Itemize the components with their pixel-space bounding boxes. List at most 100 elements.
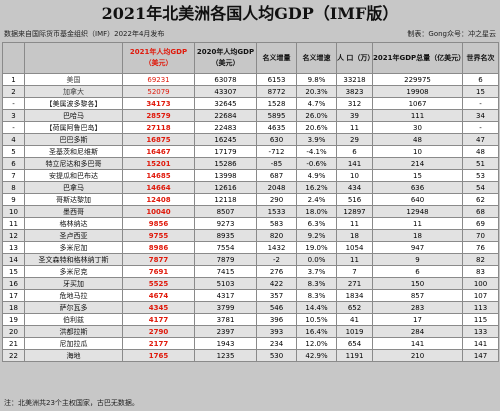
header-pc2021: 2021年人均GDP（美元） xyxy=(122,42,195,74)
header-pc2020: 2020年人均GDP（美元） xyxy=(194,42,257,74)
cell-rank: 20 xyxy=(2,325,25,338)
cell-pc2020: 7415 xyxy=(194,265,257,278)
table-row: 18 萨尔瓦多 4345 3799 546 14.4% 652 283 113 xyxy=(2,301,499,314)
cell-gdp2021: 210 xyxy=(372,349,463,362)
cell-world-rank: 107 xyxy=(462,289,499,302)
cell-pc2020: 7554 xyxy=(194,241,257,254)
cell-rank: 8 xyxy=(2,181,25,194)
cell-world-rank: 100 xyxy=(462,277,499,290)
cell-gdp2021: 30 xyxy=(372,121,463,134)
cell-population: 1834 xyxy=(336,289,373,302)
table-row: 7 安提瓜和巴布达 14685 13998 687 4.9% 10 15 53 xyxy=(2,169,499,182)
cell-nominal-growth: 18.0% xyxy=(296,205,337,218)
table-row: 15 多米尼克 7691 7415 276 3.7% 7 6 83 xyxy=(2,265,499,278)
table-row: 20 洪都拉斯 2790 2397 393 16.4% 1019 284 133 xyxy=(2,325,499,338)
cell-pc2020: 3799 xyxy=(194,301,257,314)
gdp-table: 2021年人均GDP（美元） 2020年人均GDP（美元） 名义增量 名义增速 … xyxy=(2,42,499,362)
table-row: 13 多米尼加 8986 7554 1432 19.0% 1054 947 76 xyxy=(2,241,499,254)
table-row: 19 伯利兹 4177 3781 396 10.5% 41 17 115 xyxy=(2,313,499,326)
cell-world-rank: 54 xyxy=(462,181,499,194)
page-title: 2021年北美洲各国人均GDP（IMF版） xyxy=(101,4,399,23)
cell-nominal-growth: 3.9% xyxy=(296,133,337,146)
cell-rank: 17 xyxy=(2,289,25,302)
cell-nominal-increase: 422 xyxy=(256,277,297,290)
cell-rank: - xyxy=(2,121,25,134)
cell-country: 格林纳达 xyxy=(24,217,123,230)
cell-world-rank: 141 xyxy=(462,337,499,350)
cell-country: 洪都拉斯 xyxy=(24,325,123,338)
cell-pc2021: 5525 xyxy=(122,277,195,290)
cell-nominal-increase: 234 xyxy=(256,337,297,350)
cell-population: 652 xyxy=(336,301,373,314)
cell-population: 29 xyxy=(336,133,373,146)
cell-rank: 9 xyxy=(2,193,25,206)
cell-rank: 4 xyxy=(2,133,25,146)
cell-nominal-increase: -712 xyxy=(256,145,297,158)
cell-nominal-growth: 4.9% xyxy=(296,169,337,182)
table-row: 8 巴拿马 14664 12616 2048 16.2% 434 636 54 xyxy=(2,181,499,194)
cell-population: 312 xyxy=(336,97,373,110)
cell-rank: 11 xyxy=(2,217,25,230)
cell-population: 7 xyxy=(336,265,373,278)
cell-world-rank: 62 xyxy=(462,193,499,206)
cell-population: 1054 xyxy=(336,241,373,254)
cell-gdp2021: 283 xyxy=(372,301,463,314)
cell-world-rank: 147 xyxy=(462,349,499,362)
cell-population: 1191 xyxy=(336,349,373,362)
cell-world-rank: 83 xyxy=(462,265,499,278)
cell-pc2021: 28579 xyxy=(122,109,195,122)
cell-gdp2021: 11 xyxy=(372,217,463,230)
table-row: 17 危地马拉 4674 4317 357 8.3% 1834 857 107 xyxy=(2,289,499,302)
cell-world-rank: 113 xyxy=(462,301,499,314)
cell-population: 10 xyxy=(336,169,373,182)
cell-world-rank: 47 xyxy=(462,133,499,146)
cell-pc2021: 52079 xyxy=(122,85,195,98)
cell-pc2020: 8935 xyxy=(194,229,257,242)
cell-gdp2021: 947 xyxy=(372,241,463,254)
table-row: 22 海地 1765 1235 530 42.9% 1191 210 147 xyxy=(2,349,499,362)
cell-gdp2021: 17 xyxy=(372,313,463,326)
table-row: 16 牙买加 5525 5103 422 8.3% 271 150 100 xyxy=(2,277,499,290)
cell-country: 巴哈马 xyxy=(24,109,123,122)
cell-population: 11 xyxy=(336,253,373,266)
cell-gdp2021: 111 xyxy=(372,109,463,122)
cell-nominal-growth: 6.3% xyxy=(296,217,337,230)
cell-nominal-increase: 630 xyxy=(256,133,297,146)
cell-pc2020: 5103 xyxy=(194,277,257,290)
table-row: 9 哥斯达黎加 12408 12118 290 2.4% 516 640 62 xyxy=(2,193,499,206)
table-row: 1 美国 69231 63078 6153 9.8% 33218 229975 6 xyxy=(2,73,499,86)
table-body: 1 美国 69231 63078 6153 9.8% 33218 229975 6 2 加拿大 520… xyxy=(2,73,499,362)
cell-nominal-growth: 3.7% xyxy=(296,265,337,278)
cell-pc2020: 22684 xyxy=(194,109,257,122)
cell-country: 多米尼加 xyxy=(24,241,123,254)
cell-population: 141 xyxy=(336,157,373,170)
cell-gdp2021: 19908 xyxy=(372,85,463,98)
cell-gdp2021: 857 xyxy=(372,289,463,302)
cell-gdp2021: 9 xyxy=(372,253,463,266)
cell-gdp2021: 6 xyxy=(372,265,463,278)
cell-nominal-increase: 1528 xyxy=(256,97,297,110)
header-name xyxy=(24,42,123,74)
cell-pc2020: 3781 xyxy=(194,313,257,326)
cell-nominal-increase: 820 xyxy=(256,229,297,242)
cell-nominal-increase: 290 xyxy=(256,193,297,206)
cell-country: 【美属波多黎各】 xyxy=(24,97,123,110)
cell-pc2021: 7877 xyxy=(122,253,195,266)
cell-pc2021: 14685 xyxy=(122,169,195,182)
cell-nominal-growth: 4.7% xyxy=(296,97,337,110)
cell-pc2021: 7691 xyxy=(122,265,195,278)
cell-gdp2021: 12948 xyxy=(372,205,463,218)
cell-world-rank: 70 xyxy=(462,229,499,242)
cell-world-rank: 15 xyxy=(462,85,499,98)
cell-pc2020: 12118 xyxy=(194,193,257,206)
cell-pc2021: 34173 xyxy=(122,97,195,110)
credit-note: 制表：Gong众号：冲之星云 xyxy=(407,30,496,38)
cell-population: 18 xyxy=(336,229,373,242)
header-row: 2021年人均GDP（美元） 2020年人均GDP（美元） 名义增量 名义增速 … xyxy=(2,42,499,74)
cell-nominal-increase: 5895 xyxy=(256,109,297,122)
cell-nominal-increase: 1533 xyxy=(256,205,297,218)
cell-pc2020: 2397 xyxy=(194,325,257,338)
cell-gdp2021: 284 xyxy=(372,325,463,338)
cell-pc2021: 4345 xyxy=(122,301,195,314)
